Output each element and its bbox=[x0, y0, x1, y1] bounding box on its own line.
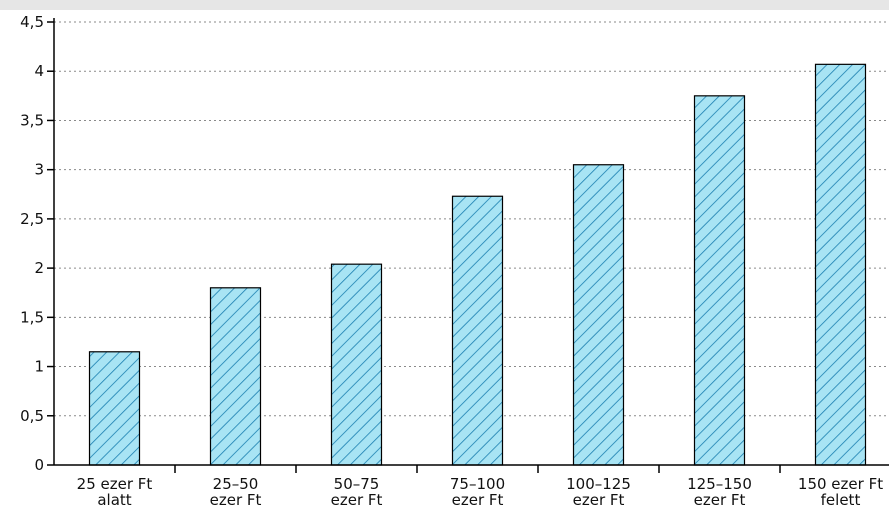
y-tick-label: 0 bbox=[34, 456, 44, 474]
bar bbox=[572, 164, 625, 466]
bar bbox=[209, 287, 262, 466]
axes bbox=[47, 18, 889, 473]
y-tick-label: 1 bbox=[34, 358, 44, 376]
y-tick-label: 1,5 bbox=[20, 308, 44, 326]
x-tick-label: 100–125 ezer Ft bbox=[566, 475, 631, 509]
x-tick-label: 50–75 ezer Ft bbox=[331, 475, 383, 509]
y-tick-label: 4 bbox=[34, 62, 44, 80]
gridlines bbox=[54, 21, 889, 417]
x-tick-label: 25–50 ezer Ft bbox=[210, 475, 262, 509]
y-tick-label: 3,5 bbox=[20, 111, 44, 129]
bar bbox=[814, 63, 867, 466]
bar bbox=[88, 351, 141, 466]
y-tick-label: 4,5 bbox=[20, 13, 44, 31]
bar bbox=[693, 95, 746, 466]
axis-labels: 0 0,5 1 1,5 2 2,5 3 3,5 4 4,5 25 ezer Ft alatt 25–50… bbox=[20, 13, 883, 509]
bars bbox=[88, 63, 867, 466]
bar bbox=[451, 195, 504, 466]
x-tick-label: 125–150 ezer Ft bbox=[687, 475, 752, 509]
x-tick-label: 75–100 ezer Ft bbox=[450, 475, 505, 509]
y-tick-label: 2 bbox=[34, 259, 44, 277]
y-tick-label: 0,5 bbox=[20, 407, 44, 425]
x-tick-label: 25 ezer Ft alatt bbox=[77, 475, 153, 509]
y-tick-label: 2,5 bbox=[20, 210, 44, 228]
bar bbox=[330, 263, 383, 466]
y-tick-label: 3 bbox=[34, 161, 44, 179]
x-tick-label: 150 ezer Ft felett bbox=[798, 475, 883, 509]
